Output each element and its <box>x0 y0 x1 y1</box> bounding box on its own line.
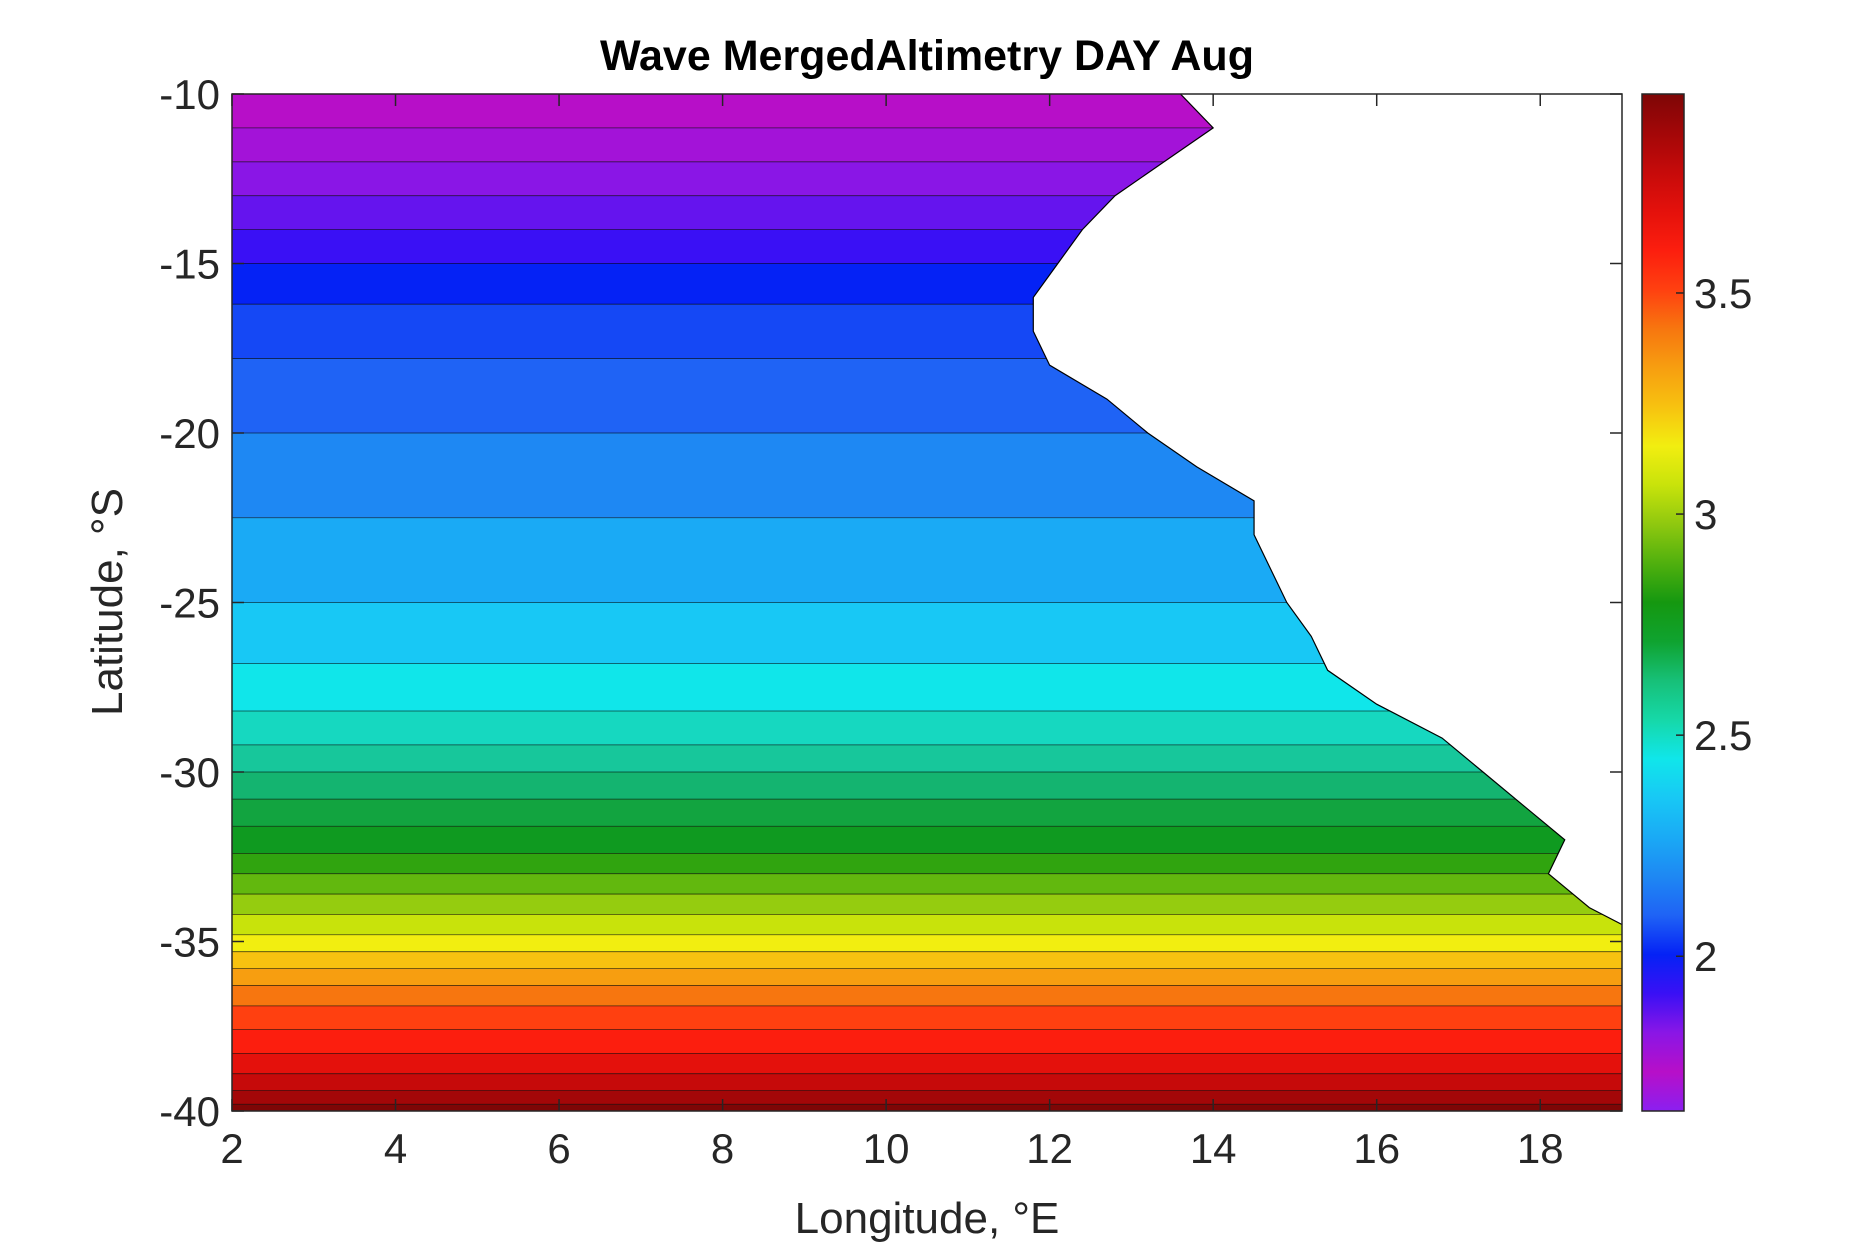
contour-band <box>232 1005 1622 1030</box>
y-tick-label: -25 <box>159 580 220 627</box>
y-tick-label: -40 <box>159 1088 220 1135</box>
x-tick-label: 6 <box>547 1125 570 1172</box>
x-tick-label: 2 <box>220 1125 243 1172</box>
x-tick-label: 18 <box>1517 1125 1564 1172</box>
contour-band <box>232 853 1622 874</box>
x-tick-label: 8 <box>711 1125 734 1172</box>
contour-band <box>232 1053 1622 1074</box>
contour-band <box>232 894 1622 915</box>
x-tick-label: 4 <box>384 1125 407 1172</box>
colorbar-tick-label: 2 <box>1694 933 1717 980</box>
contour-band <box>232 799 1622 827</box>
land-mask <box>1032 94 1622 926</box>
x-tick-label: 16 <box>1353 1125 1400 1172</box>
y-axis-label: Latitude, °S <box>83 488 132 716</box>
colorbar: 2 2.5 3 3.5 <box>1641 93 1752 1112</box>
y-tick-label: -10 <box>159 71 220 118</box>
contour-band <box>232 772 1622 800</box>
y-axis: -10 -15 -20 -25 -30 -35 -40 <box>159 71 1622 1135</box>
contour-band <box>232 1090 1622 1105</box>
contour-band <box>232 826 1622 854</box>
colorbar-tick-label: 3.5 <box>1694 270 1752 317</box>
y-tick-label: -15 <box>159 241 220 288</box>
chart-title: Wave MergedAltimetry DAY Aug <box>600 32 1254 80</box>
contour-band <box>232 744 1622 772</box>
contour-band <box>232 873 1622 895</box>
contour-band <box>232 1029 1622 1054</box>
y-tick-label: -30 <box>159 749 220 796</box>
x-tick-label: 12 <box>1026 1125 1073 1172</box>
y-tick-label: -35 <box>159 919 220 966</box>
contour-band <box>232 985 1622 1006</box>
contour-band <box>232 968 1622 986</box>
x-tick-label: 14 <box>1190 1125 1237 1172</box>
colorbar-fill <box>1641 93 1685 1112</box>
contour-band <box>232 951 1622 969</box>
y-tick-label: -20 <box>159 410 220 457</box>
x-axis-label: Longitude, °E <box>795 1194 1060 1243</box>
contour-band <box>232 934 1622 952</box>
x-axis: 2 4 6 8 10 12 14 16 18 <box>220 94 1564 1172</box>
contour-band <box>232 1104 1622 1111</box>
x-tick-label: 10 <box>863 1125 910 1172</box>
plot-area <box>232 94 1622 1111</box>
contour-band <box>232 710 1622 745</box>
contour-band <box>232 914 1622 935</box>
colorbar-tick-label: 3 <box>1694 491 1717 538</box>
contour-band <box>232 1073 1622 1091</box>
colorbar-tick-label: 2.5 <box>1694 712 1752 759</box>
